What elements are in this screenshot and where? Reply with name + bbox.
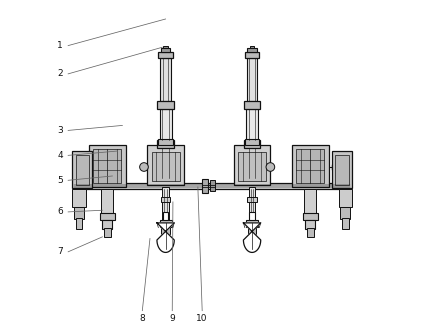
Bar: [303, 213, 317, 220]
Text: 4: 4: [57, 151, 63, 160]
Text: 9: 9: [169, 314, 175, 323]
Bar: [249, 212, 255, 220]
Bar: [248, 197, 257, 202]
Bar: [160, 109, 172, 140]
Bar: [335, 155, 349, 185]
Bar: [104, 228, 111, 237]
Bar: [161, 48, 170, 52]
Bar: [296, 149, 324, 183]
Bar: [246, 148, 258, 178]
Bar: [158, 52, 173, 58]
Bar: [247, 58, 257, 102]
Bar: [248, 226, 256, 233]
Bar: [246, 109, 258, 140]
Bar: [160, 58, 171, 102]
Bar: [292, 145, 328, 187]
Bar: [93, 149, 121, 183]
Bar: [338, 189, 352, 207]
Bar: [304, 189, 316, 213]
Bar: [153, 178, 178, 184]
Bar: [245, 52, 259, 58]
Bar: [72, 151, 93, 188]
Bar: [244, 140, 261, 148]
Text: 5: 5: [57, 176, 63, 185]
Bar: [163, 212, 168, 220]
Bar: [246, 219, 258, 227]
Bar: [161, 226, 170, 233]
Circle shape: [140, 163, 148, 171]
Text: 10: 10: [197, 314, 208, 323]
Bar: [157, 140, 174, 148]
Bar: [244, 102, 261, 109]
Bar: [102, 219, 112, 228]
Bar: [100, 213, 115, 220]
Bar: [76, 218, 83, 228]
Bar: [101, 189, 113, 213]
Bar: [249, 187, 256, 220]
Bar: [74, 207, 84, 218]
Text: 8: 8: [139, 314, 145, 323]
Bar: [210, 180, 215, 191]
Text: 6: 6: [57, 207, 63, 216]
Bar: [342, 218, 349, 228]
Bar: [332, 151, 352, 188]
Bar: [250, 46, 254, 48]
Bar: [160, 148, 172, 178]
Text: 2: 2: [57, 69, 63, 78]
Bar: [340, 207, 350, 218]
Polygon shape: [157, 223, 174, 253]
Bar: [74, 183, 350, 189]
Bar: [147, 145, 184, 185]
Polygon shape: [243, 223, 261, 253]
Bar: [161, 197, 170, 202]
Text: 7: 7: [57, 247, 63, 256]
Bar: [158, 139, 173, 145]
Bar: [305, 219, 315, 228]
Bar: [157, 102, 174, 109]
Bar: [89, 145, 126, 187]
Bar: [248, 48, 257, 52]
Bar: [307, 228, 314, 237]
Bar: [72, 189, 86, 207]
Bar: [76, 155, 89, 185]
Bar: [152, 152, 180, 181]
Bar: [202, 179, 208, 193]
Bar: [240, 178, 265, 184]
Bar: [163, 46, 168, 48]
Text: 3: 3: [57, 126, 63, 135]
Bar: [245, 139, 259, 145]
Text: 1: 1: [57, 41, 63, 50]
Bar: [238, 152, 266, 181]
Bar: [160, 219, 172, 227]
Circle shape: [266, 163, 274, 171]
Bar: [234, 145, 270, 185]
Bar: [162, 187, 169, 220]
